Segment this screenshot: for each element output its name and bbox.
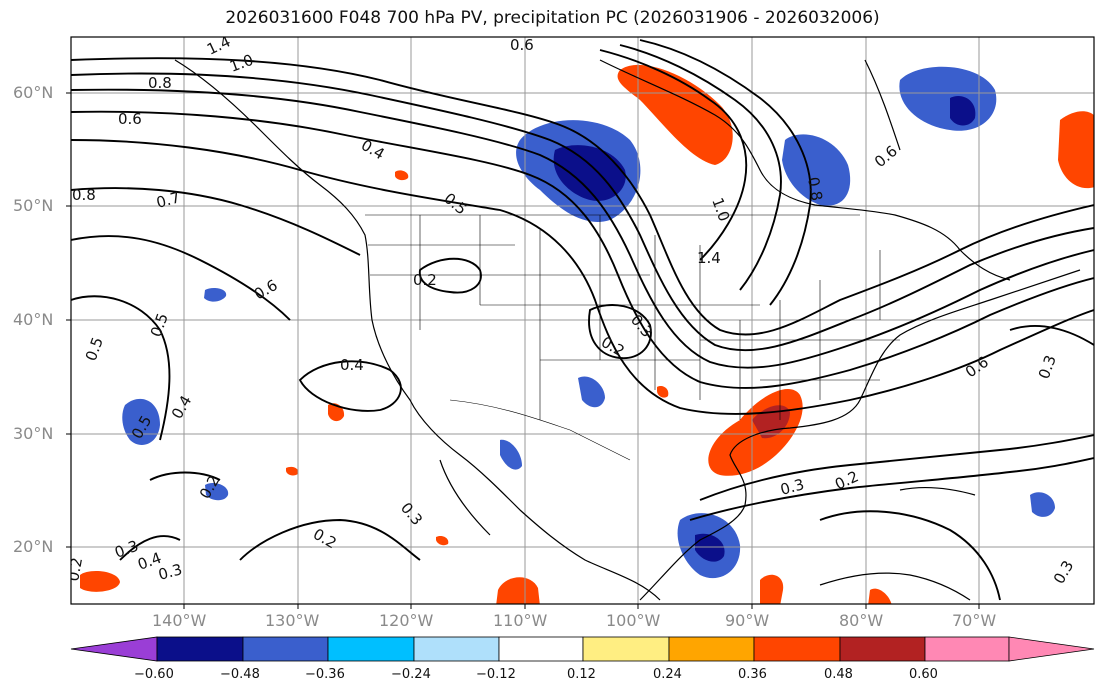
contour-label: 0.3 (778, 475, 806, 499)
colorbar-tick-label: 0.60 (909, 667, 938, 682)
colorbar-tick-label: −0.48 (220, 667, 260, 682)
contour-label: 0.8 (72, 186, 96, 204)
contour-label: 0.8 (804, 176, 826, 203)
lat-label: 20°N (13, 537, 54, 556)
colorbar-tick-label: −0.60 (134, 667, 174, 682)
lon-label: 100°W (606, 611, 661, 630)
lon-label: 130°W (265, 611, 320, 630)
colorbar-tick-label: 0.36 (738, 667, 767, 682)
colorbar-segment (924, 636, 1010, 662)
colorbar-tick-label: −0.36 (305, 667, 345, 682)
contour-label: 0.2 (413, 271, 437, 289)
colorbar (70, 636, 1095, 662)
graticule (71, 37, 1094, 604)
contour-label: 0.2 (64, 556, 86, 583)
colorbar-segment (413, 636, 500, 662)
precip-negative-shading (122, 66, 1055, 579)
colorbar-segment (327, 636, 415, 662)
colorbar-segment (156, 636, 244, 662)
lon-label: 120°W (379, 611, 434, 630)
colorbar-segment (1008, 636, 1095, 662)
lat-label: 30°N (13, 424, 54, 443)
contour-label: 0.6 (510, 36, 534, 54)
lon-label: 90°W (725, 611, 770, 630)
colorbar-tick-label: 0.48 (824, 667, 853, 682)
colorbar-segment (242, 636, 329, 662)
lat-label: 60°N (13, 83, 54, 102)
lon-label: 70°W (952, 611, 997, 630)
contour-label: 1.4 (697, 249, 721, 267)
lat-label: 40°N (13, 310, 54, 329)
colorbar-tick-label: −0.12 (476, 667, 516, 682)
colorbar-segment (753, 636, 841, 662)
lon-label: 140°W (152, 611, 207, 630)
coastlines (174, 59, 1081, 601)
colorbar-segment (498, 636, 584, 662)
colorbar-segment (668, 636, 755, 662)
pv-contours (71, 39, 1094, 601)
colorbar-tick-label: 0.12 (567, 667, 596, 682)
map-title: 2026031600 F048 700 hPa PV, precipitatio… (225, 8, 880, 28)
colorbar-segment (582, 636, 670, 662)
colorbar-segment (70, 636, 158, 662)
colorbar-tick-label: 0.24 (653, 667, 682, 682)
lon-label: 80°W (839, 611, 884, 630)
contour-label: 0.6 (118, 110, 142, 128)
contour-label: 0.7 (154, 188, 182, 212)
contour-label: 0.8 (148, 74, 172, 92)
colorbar-tick-label: −0.24 (391, 667, 431, 682)
colorbar-segment (839, 636, 926, 662)
axis-ticks (66, 92, 980, 609)
lat-label: 50°N (13, 196, 54, 215)
contour-label: 0.4 (340, 356, 364, 374)
lon-label: 110°W (493, 611, 548, 630)
contour-label: 0.3 (156, 560, 184, 584)
